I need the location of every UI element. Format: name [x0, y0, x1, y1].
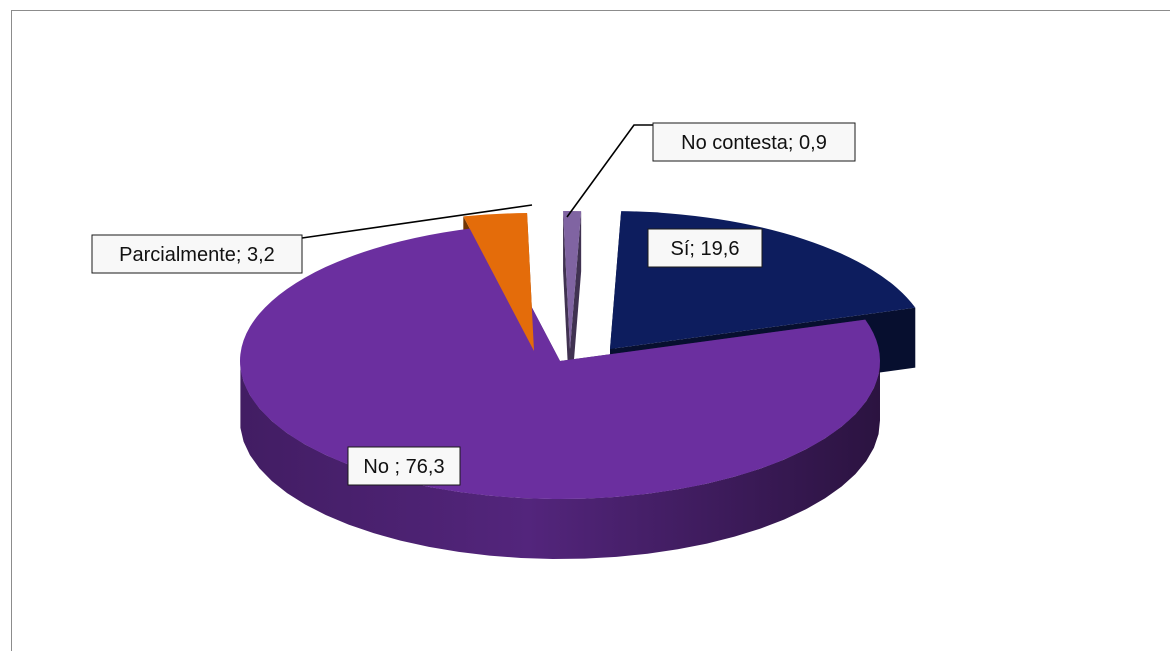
data-label-text: Parcialmente; 3,2	[119, 244, 275, 266]
leader-line-no-contesta	[566, 124, 653, 218]
pie-slice-no	[240, 226, 880, 500]
pie-slice-no-contesta	[563, 211, 582, 349]
data-label-box	[647, 228, 763, 268]
data-label-text: No ; 76,3	[363, 456, 444, 478]
data-label-text: Sí; 19,6	[671, 238, 740, 260]
data-labels: Sí; 19,6 No ; 76,3 Parcialmente; 3,2 No con…	[91, 122, 856, 486]
data-label-no-contesta: No contesta; 0,9	[652, 122, 856, 162]
pie-chart: Sí; 19,6 No ; 76,3 Parcialmente; 3,2 No con…	[91, 122, 916, 559]
pie-slice-parcialmente	[463, 213, 534, 351]
data-label-parcialmente: Parcialmente; 3,2	[91, 234, 303, 274]
data-label-box	[91, 234, 303, 274]
label-leader-lines	[301, 124, 653, 239]
data-label-text: No contesta; 0,9	[681, 132, 827, 154]
data-label-s-: Sí; 19,6	[647, 228, 763, 268]
data-label-box	[347, 446, 461, 486]
chart-area: Sí; 19,6 No ; 76,3 Parcialmente; 3,2 No con…	[11, 10, 1170, 651]
data-label-box	[652, 122, 856, 162]
data-label-no: No ; 76,3	[347, 446, 461, 486]
leader-line-parcialmente	[301, 204, 533, 239]
